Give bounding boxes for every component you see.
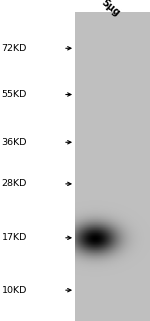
Text: 55KD: 55KD: [2, 90, 27, 99]
Text: 36KD: 36KD: [2, 138, 27, 147]
Text: 72KD: 72KD: [2, 44, 27, 53]
Text: 10KD: 10KD: [2, 286, 27, 295]
Bar: [75, 13, 150, 321]
Text: 17KD: 17KD: [2, 233, 27, 242]
Text: 5μg: 5μg: [100, 0, 122, 19]
Text: 28KD: 28KD: [2, 179, 27, 188]
